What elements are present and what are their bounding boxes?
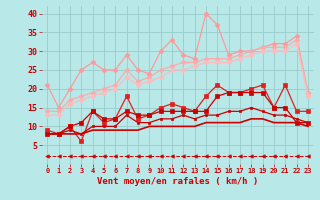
X-axis label: Vent moyen/en rafales ( km/h ): Vent moyen/en rafales ( km/h )	[97, 177, 258, 186]
